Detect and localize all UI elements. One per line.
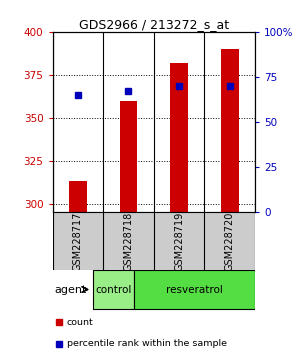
Text: control: control [95, 285, 131, 295]
Title: GDS2966 / 213272_s_at: GDS2966 / 213272_s_at [79, 18, 229, 31]
Text: percentile rank within the sample: percentile rank within the sample [67, 339, 227, 348]
Text: agent: agent [55, 285, 87, 295]
Bar [93, 270, 134, 309]
Bar [69, 181, 87, 212]
Text: GSM228718: GSM228718 [123, 212, 134, 271]
Bar [170, 63, 188, 212]
Text: GSM228719: GSM228719 [174, 212, 184, 271]
Bar [221, 49, 238, 212]
Text: GSM228717: GSM228717 [73, 212, 83, 271]
Text: resveratrol: resveratrol [166, 285, 223, 295]
Bar [134, 270, 255, 309]
Bar [120, 101, 137, 212]
Text: count: count [67, 318, 93, 327]
Text: GSM228720: GSM228720 [225, 212, 235, 271]
